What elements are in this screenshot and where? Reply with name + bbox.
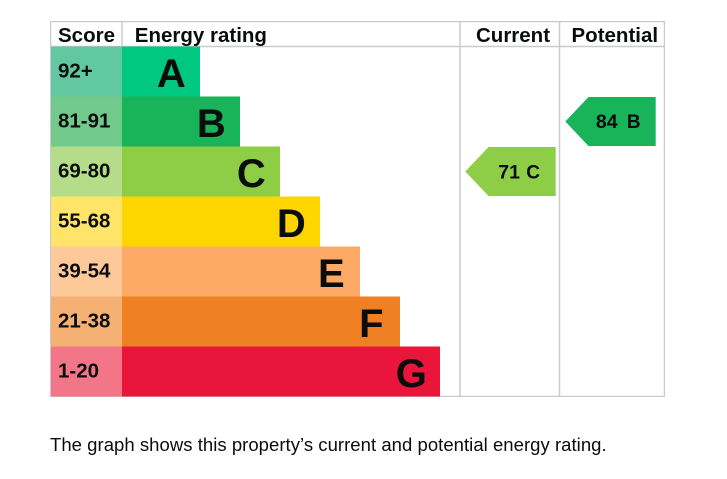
svg-text:B: B: [197, 102, 226, 146]
svg-text:Energy rating: Energy rating: [135, 24, 267, 47]
svg-text:69-80: 69-80: [58, 160, 110, 183]
svg-text:Potential: Potential: [572, 24, 659, 47]
svg-text:1-20: 1-20: [58, 360, 99, 383]
svg-text:71: 71: [498, 161, 520, 183]
svg-text:C: C: [526, 162, 540, 183]
svg-text:Current: Current: [476, 24, 550, 47]
svg-text:92+: 92+: [58, 60, 93, 83]
svg-text:81-91: 81-91: [58, 110, 110, 133]
svg-text:55-68: 55-68: [58, 210, 110, 233]
svg-text:B: B: [627, 112, 641, 133]
svg-text:39-54: 39-54: [58, 260, 111, 283]
svg-text:D: D: [277, 202, 306, 246]
svg-text:A: A: [157, 52, 186, 96]
svg-text:21-38: 21-38: [58, 310, 110, 333]
svg-text:E: E: [318, 252, 345, 296]
svg-text:C: C: [237, 152, 266, 196]
svg-text:Score: Score: [58, 24, 115, 47]
svg-text:F: F: [359, 302, 383, 346]
svg-text:G: G: [396, 352, 427, 396]
svg-text:84: 84: [596, 111, 618, 133]
